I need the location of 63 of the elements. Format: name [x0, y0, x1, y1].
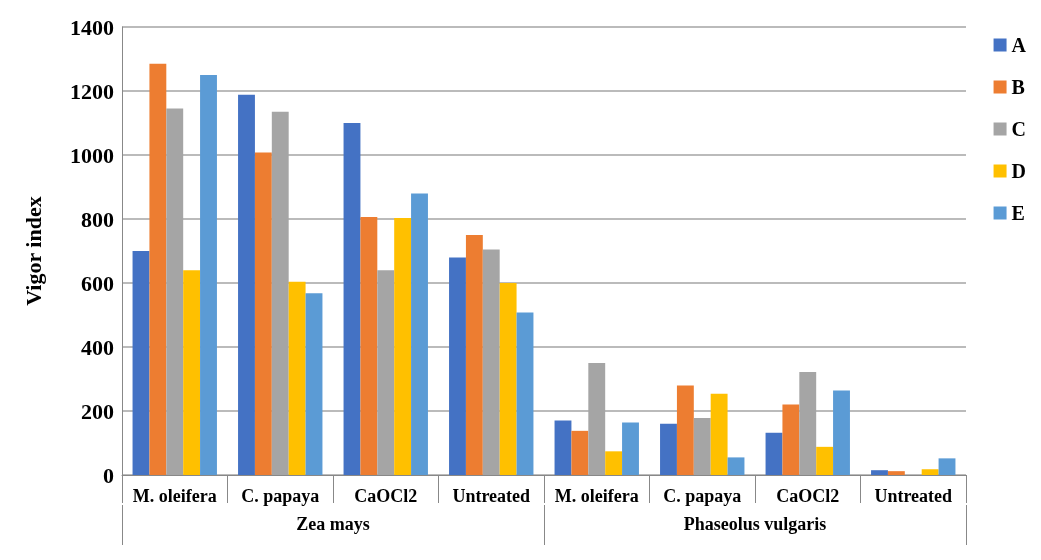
x-tick-label: C. papaya — [663, 486, 742, 506]
bar — [571, 430, 589, 475]
bar — [554, 420, 572, 475]
bar — [411, 193, 428, 475]
legend-label: B — [1011, 76, 1025, 98]
bar — [605, 451, 623, 475]
x-tick-label: Untreated — [874, 486, 953, 506]
x-tick-label: M. oleifera — [554, 486, 639, 506]
bar — [765, 432, 783, 475]
legend-label: C — [1011, 118, 1027, 140]
bar — [394, 218, 412, 475]
bar — [465, 235, 483, 475]
x-tick-label: CaOCl2 — [776, 486, 840, 506]
bar — [149, 63, 167, 475]
x-tick-label: Untreated — [452, 486, 531, 506]
bar — [693, 418, 711, 475]
bar — [271, 111, 289, 475]
bar — [166, 108, 184, 475]
bar — [360, 217, 378, 475]
y-tick-label: 1000 — [70, 142, 114, 168]
bar — [782, 404, 800, 475]
y-tick-label: 200 — [81, 398, 114, 424]
y-tick-label: 600 — [81, 270, 114, 296]
y-tick-label: 1400 — [70, 14, 114, 40]
bar — [516, 312, 534, 475]
bar — [676, 385, 694, 475]
text: Phaseolus vulgaris — [683, 514, 827, 534]
bar — [622, 422, 639, 475]
bar — [588, 363, 606, 475]
bar — [499, 283, 517, 475]
bar — [305, 293, 323, 475]
legend-label: D — [1011, 160, 1027, 182]
bar — [449, 257, 466, 475]
bar — [288, 281, 306, 475]
bar — [377, 270, 395, 475]
x-tick-label: CaOCl2 — [354, 486, 418, 506]
bar — [727, 457, 745, 475]
bar — [833, 390, 850, 475]
y-tick-label: 800 — [81, 206, 114, 232]
bar — [200, 75, 217, 475]
y-tick-label: 0 — [103, 462, 114, 488]
bar — [238, 94, 255, 475]
y-tick-label: 1200 — [70, 78, 114, 104]
bar — [921, 469, 939, 475]
bar — [938, 458, 956, 475]
bar — [710, 393, 728, 475]
bar — [871, 470, 888, 475]
legend-label: E — [1011, 202, 1025, 224]
bar — [799, 371, 817, 475]
bar — [254, 152, 272, 475]
y-axis-title: Vigor index — [20, 196, 46, 306]
bar — [482, 249, 500, 475]
x-tick-label: M. oleifera — [132, 486, 217, 506]
bar — [660, 423, 677, 475]
bar — [343, 123, 361, 475]
bar — [183, 270, 201, 475]
bar — [816, 446, 834, 475]
y-tick-label: 400 — [81, 334, 114, 360]
bar — [132, 251, 150, 475]
bar — [887, 471, 905, 475]
legend-label: A — [1011, 34, 1027, 56]
x-tick-label: C. papaya — [241, 486, 320, 506]
text: Zea mays — [296, 514, 370, 534]
